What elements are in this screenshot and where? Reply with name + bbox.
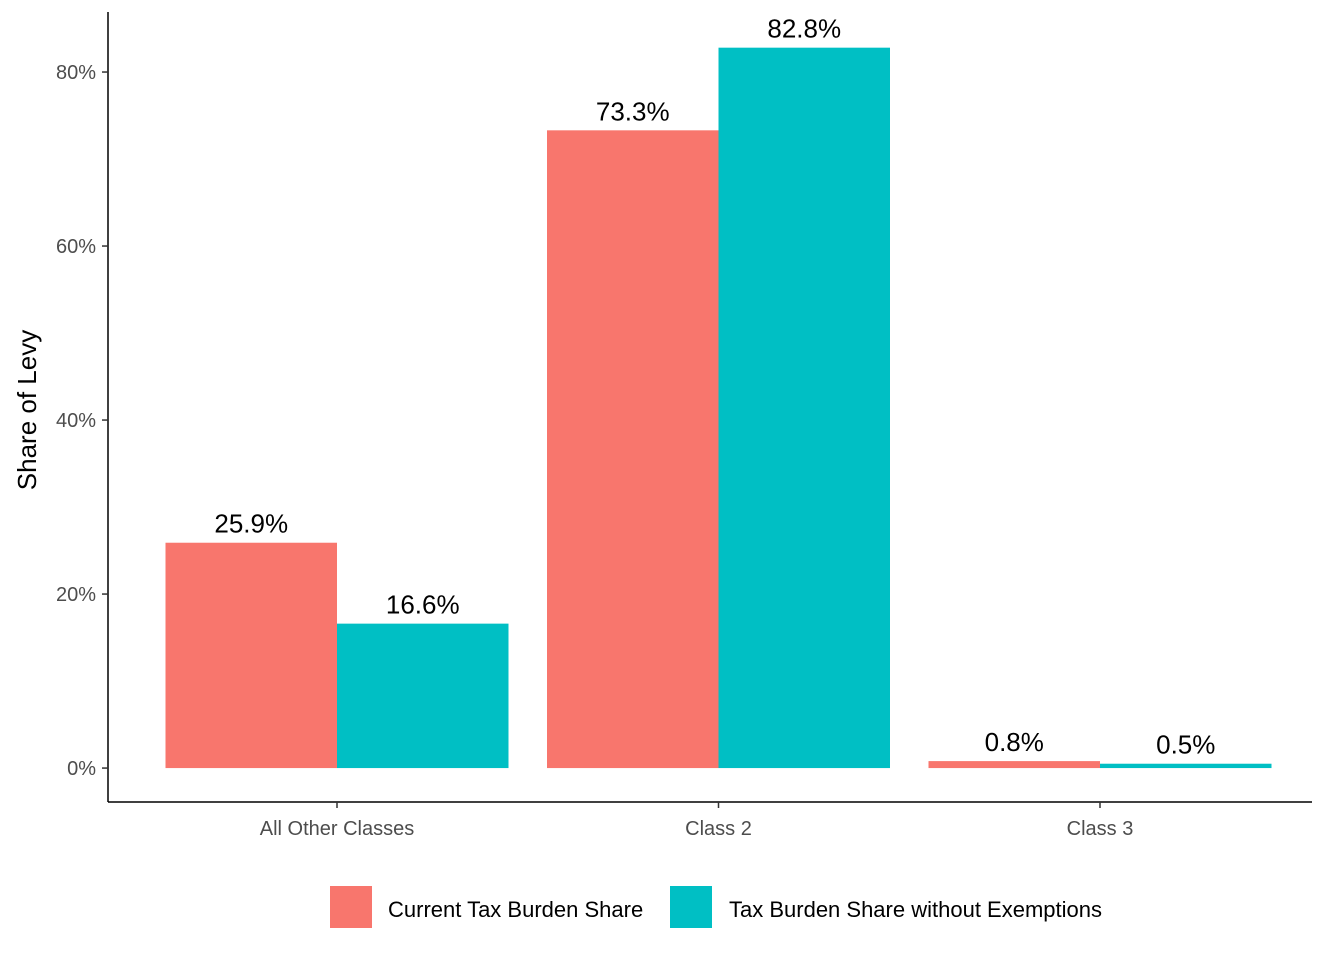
bar <box>165 542 337 769</box>
legend-key <box>670 886 712 928</box>
data-labels: 25.9% 73.3% 0.8% 16.6% 82.8% 0.5% <box>214 14 1215 760</box>
y-tick-label: 40% <box>56 410 96 432</box>
legend-key <box>330 886 372 928</box>
bar-value-label: 82.8% <box>767 14 841 44</box>
bar <box>718 47 890 769</box>
bar <box>1100 763 1272 769</box>
legend-label: Current Tax Burden Share <box>388 897 643 922</box>
x-tick-label: Class 3 <box>1067 818 1134 840</box>
bar-value-label: 16.6% <box>386 590 460 620</box>
y-tick-label: 60% <box>56 236 96 258</box>
y-tick-label: 80% <box>56 62 96 84</box>
y-tick-label: 20% <box>56 584 96 606</box>
y-axis-title: Share of Levy <box>12 330 42 490</box>
bars <box>165 47 1272 769</box>
bar-value-label: 25.9% <box>214 509 288 539</box>
bar-value-label: 73.3% <box>596 96 670 126</box>
axes: 0% 20% 40% 60% 80% All Other Classes Class 2 Cl… <box>56 12 1312 840</box>
y-tick-label: 0% <box>67 758 96 780</box>
x-tick-label: All Other Classes <box>260 818 415 840</box>
bar <box>928 761 1100 769</box>
bar-value-label: 0.5% <box>1156 730 1215 760</box>
bar-value-label: 0.8% <box>985 727 1044 757</box>
legend-label: Tax Burden Share without Exemptions <box>729 897 1102 922</box>
x-tick-label: Class 2 <box>685 818 752 840</box>
legend: Current Tax Burden Share Tax Burden Share… <box>330 886 1102 928</box>
bar <box>337 623 509 769</box>
bar <box>547 130 719 769</box>
